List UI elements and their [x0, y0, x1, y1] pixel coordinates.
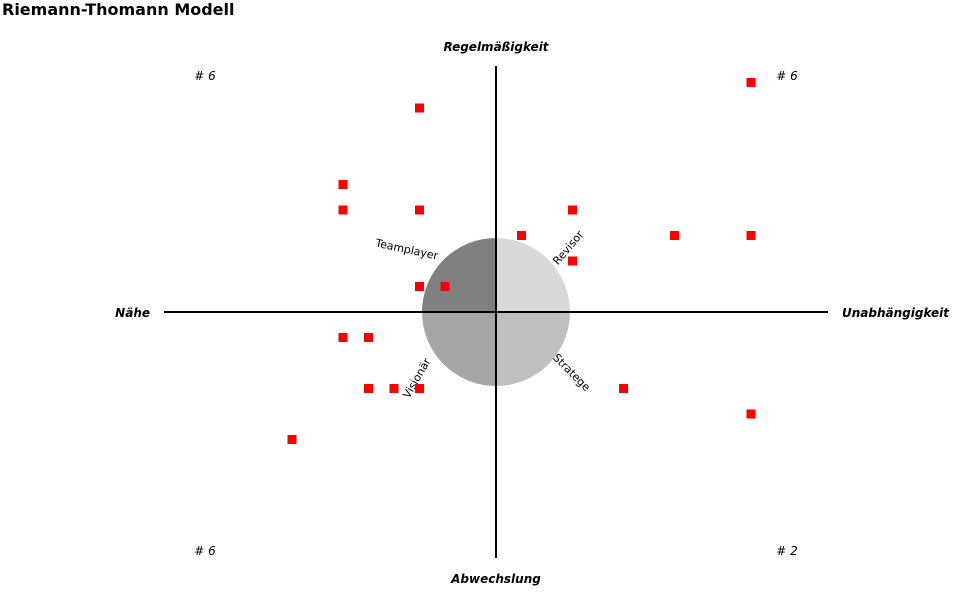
- sector-top-left: [422, 238, 496, 312]
- data-point: [415, 282, 424, 291]
- axis-label-top: Regelmäßigkeit: [443, 40, 549, 54]
- data-point: [670, 231, 679, 240]
- data-point: [364, 333, 373, 342]
- sector-bottom-right: [496, 312, 570, 386]
- axis-label-right: Unabhängigkeit: [842, 306, 950, 320]
- data-points: [287, 78, 756, 444]
- data-point: [364, 384, 373, 393]
- sector-label-bottom-left: Visionär: [400, 355, 434, 400]
- sector-top-right: [496, 238, 570, 312]
- count-top-right: # 6: [776, 69, 798, 83]
- axis-label-bottom: Abwechslung: [450, 572, 541, 586]
- data-point: [746, 231, 756, 240]
- sector-circle: [422, 238, 570, 386]
- count-top-left: # 6: [194, 69, 216, 83]
- data-point: [415, 384, 424, 393]
- data-point: [338, 333, 348, 342]
- data-point: [568, 205, 577, 215]
- data-point: [415, 205, 424, 215]
- chart-title: Riemann-Thomann Modell: [2, 0, 235, 19]
- sector-bottom-left: [422, 312, 496, 386]
- data-point: [389, 384, 399, 393]
- data-point: [415, 103, 424, 113]
- data-point: [338, 205, 348, 215]
- count-bottom-left: # 6: [194, 544, 216, 558]
- data-point: [746, 409, 756, 419]
- data-point: [619, 384, 628, 393]
- sector-label-top-left: Teamplayer: [373, 236, 439, 262]
- sector-label-bottom-right: Stratege: [550, 351, 593, 394]
- data-point: [517, 231, 526, 240]
- data-point: [287, 435, 297, 444]
- data-point: [746, 78, 756, 87]
- data-point: [440, 282, 450, 291]
- data-point: [568, 256, 577, 266]
- axis-label-left: Nähe: [115, 306, 150, 320]
- data-point: [338, 180, 348, 189]
- count-bottom-right: # 2: [776, 544, 798, 558]
